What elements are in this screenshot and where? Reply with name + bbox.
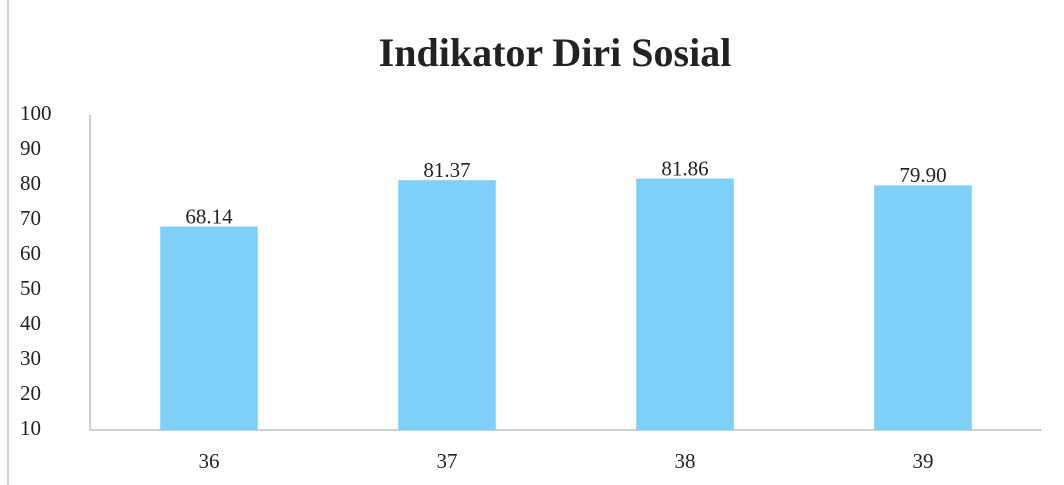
bar [636, 178, 734, 430]
y-tick-label: 30 [20, 346, 41, 370]
y-tick-label: 60 [20, 241, 41, 265]
x-tick-label: 39 [913, 449, 934, 473]
y-tick-label: 80 [20, 171, 41, 195]
value-label: 81.37 [423, 158, 470, 182]
x-tick-label: 38 [675, 449, 696, 473]
y-tick-label: 50 [20, 276, 41, 300]
value-label: 68.14 [185, 204, 233, 228]
x-tick-label: 36 [199, 449, 220, 473]
y-tick-label: 70 [20, 206, 41, 230]
bar [398, 180, 496, 430]
y-tick-label: 10 [20, 416, 41, 440]
bar [874, 185, 972, 430]
y-tick-label: 90 [20, 136, 41, 160]
bar [160, 227, 258, 430]
y-tick-label: 40 [20, 311, 41, 335]
value-label: 79.90 [899, 163, 946, 187]
y-tick-label: 100 [20, 101, 52, 125]
chart-title: Indikator Diri Sosial [379, 30, 732, 75]
value-label: 81.86 [661, 156, 708, 180]
y-tick-label: 20 [20, 381, 41, 405]
x-tick-label: 37 [437, 449, 458, 473]
page: Indikator Diri Sosial 10 20 30 40 50 60 70 80 90… [0, 0, 1064, 485]
chart: Indikator Diri Sosial 10 20 30 40 50 60 70 80 90… [0, 0, 1064, 485]
